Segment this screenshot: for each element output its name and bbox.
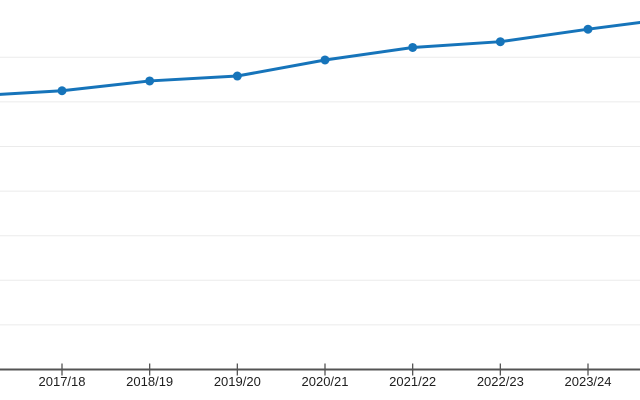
gridlines (0, 56, 640, 326)
series-line (0, 21, 640, 96)
data-point-2022-23[interactable] (495, 37, 505, 47)
data-point-2019-20[interactable] (232, 71, 242, 81)
data-point-2018-19[interactable] (145, 76, 155, 86)
x-axis-ticks (61, 363, 589, 376)
series-markers (57, 24, 593, 96)
data-point-2020-21[interactable] (320, 55, 330, 65)
data-point-2023-24[interactable] (583, 24, 593, 34)
data-point-2017-18[interactable] (57, 86, 67, 96)
data-point-2021-22[interactable] (408, 42, 418, 52)
